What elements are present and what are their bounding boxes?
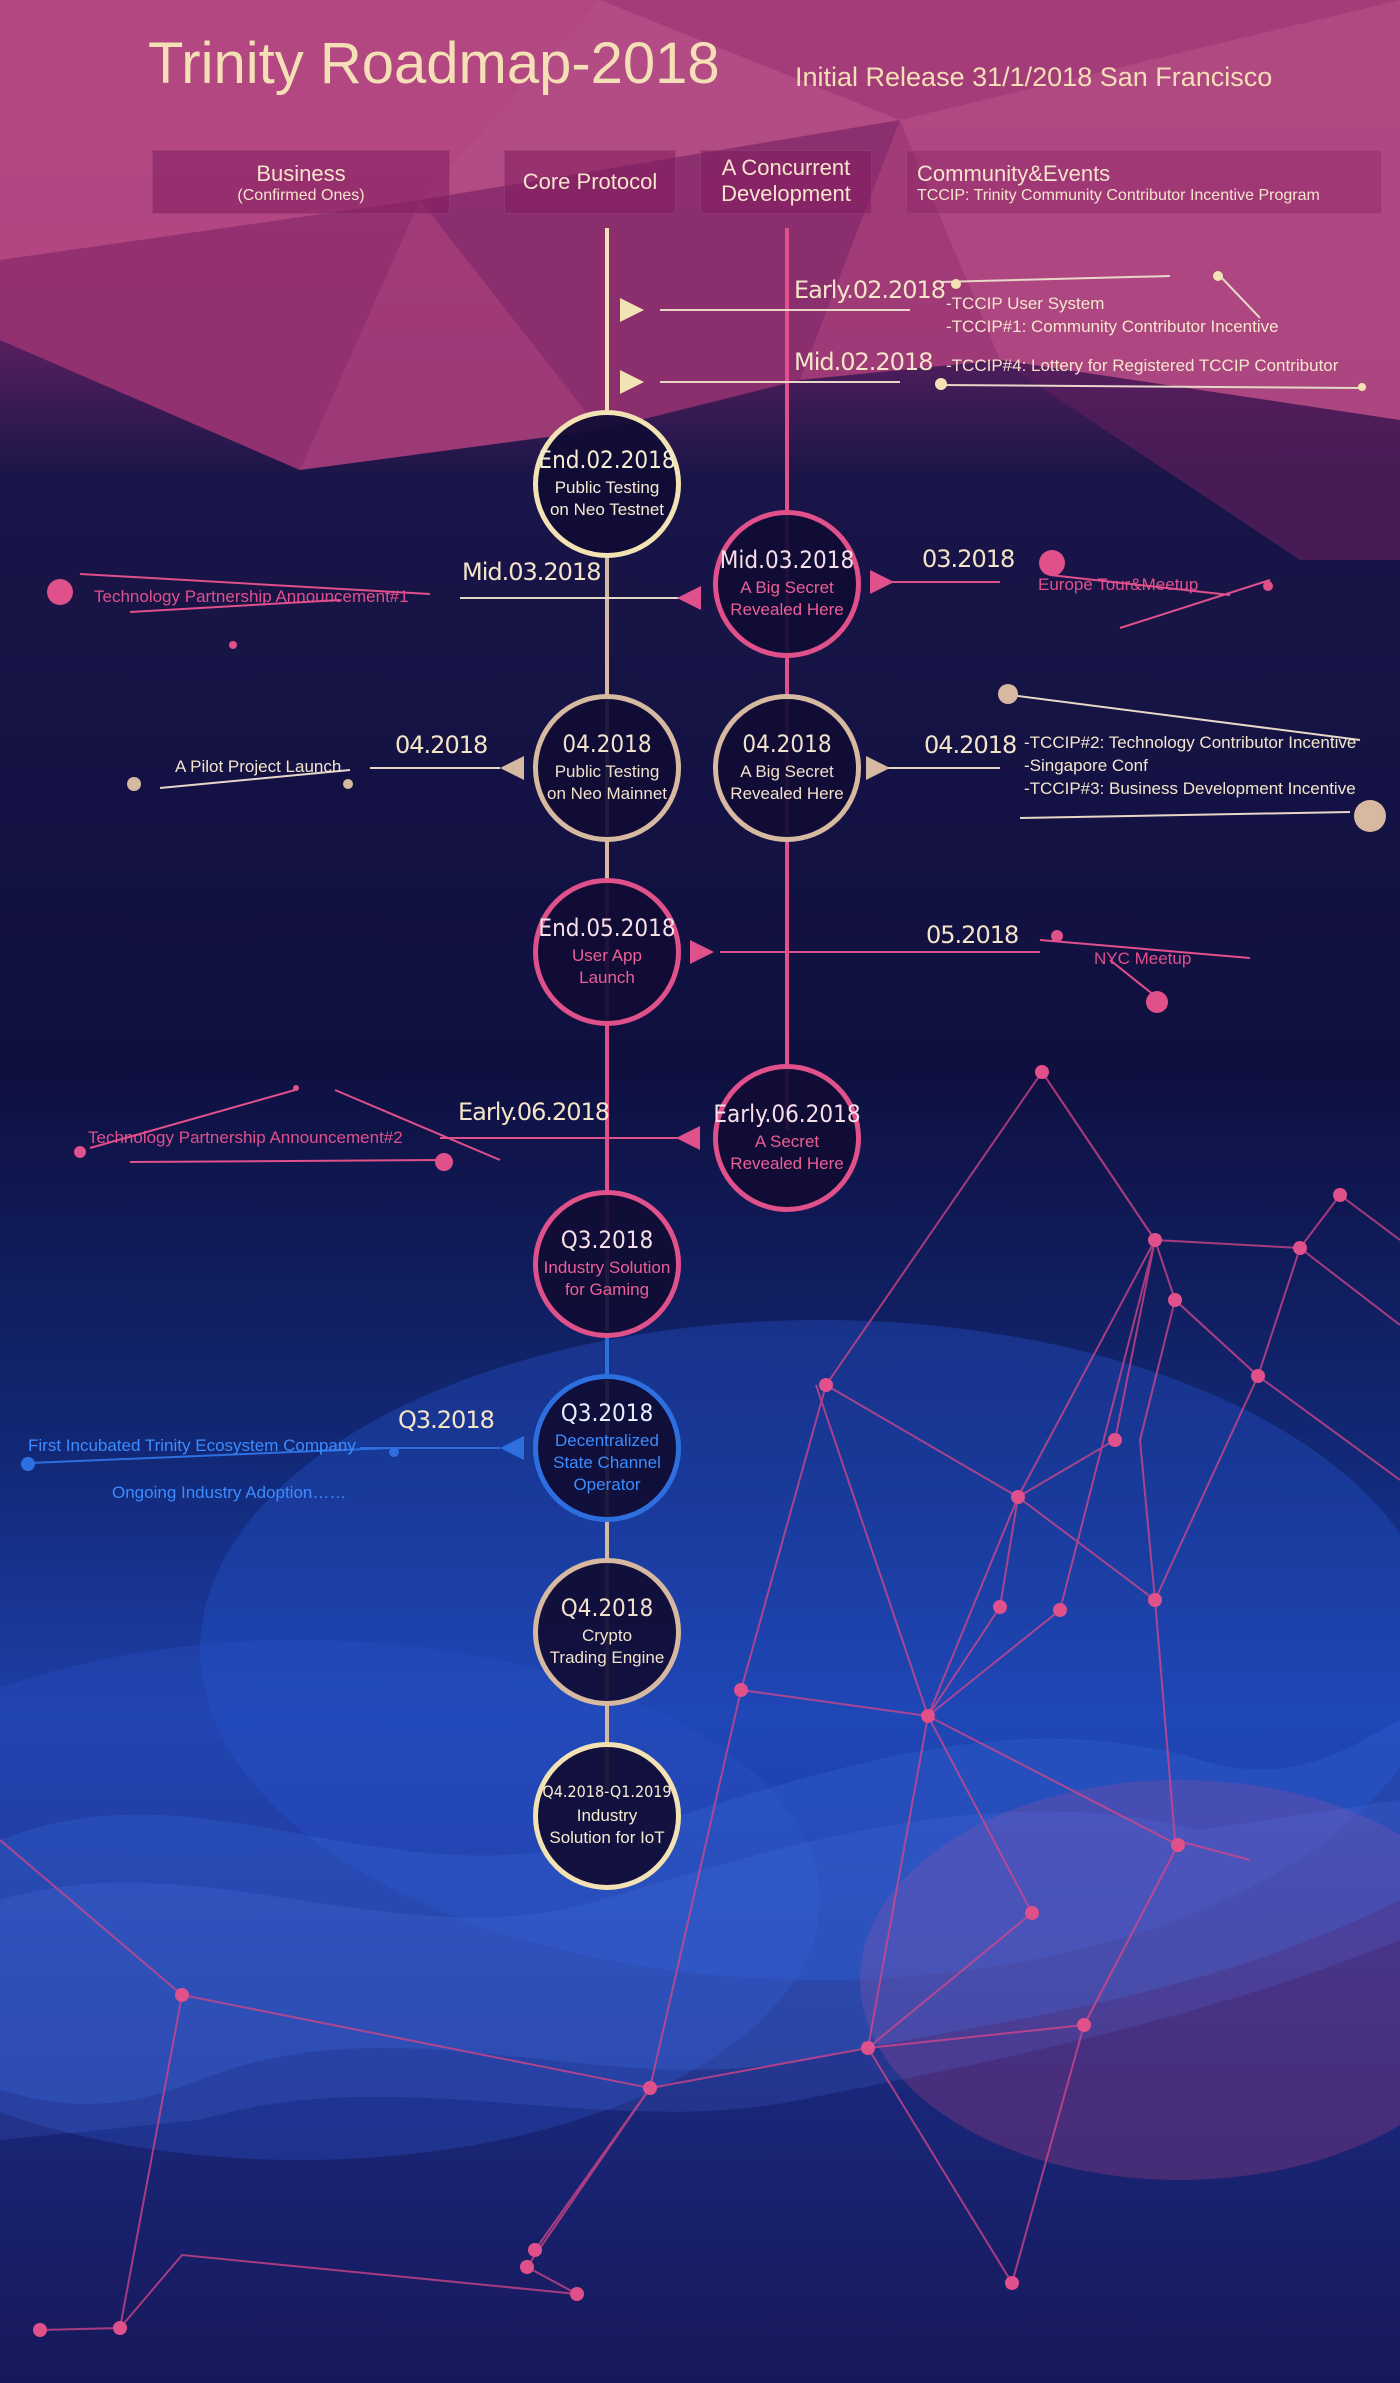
column-core: Core Protocol (504, 150, 676, 214)
event-tccip-user: -TCCIP User System (946, 294, 1105, 313)
date-label-early02: Early.02.2018 (794, 276, 946, 304)
date-label-mid03: Mid.03.2018 (462, 558, 601, 586)
concurrent-node-desc: A Secret Revealed Here (730, 1132, 844, 1174)
core-node-date: Q3.2018 (560, 1398, 654, 1427)
page-subtitle: Initial Release 31/1/2018 San Francisco (795, 62, 1273, 92)
concurrent-node-2: 04.2018 A Big Secret Revealed Here (713, 694, 861, 842)
column-community-label: Community&Events (917, 161, 1111, 186)
core-node-date: Q4.2018-Q1.2019 (542, 1782, 672, 1802)
core-node-date: 04.2018 (562, 729, 652, 758)
event-ongoing-adoption: Ongoing Industry Adoption…… (112, 1483, 347, 1502)
event-tccip2: -TCCIP#2: Technology Contributor Incenti… (1024, 733, 1357, 752)
core-node-desc: Public Testing on Neo Mainnet (546, 762, 668, 804)
core-node-6: Q4.2018 Crypto Trading Engine (533, 1558, 681, 1706)
event-europe-tour: Europe Tour&Meetup (1038, 575, 1199, 594)
event-nyc-meetup: NYC Meetup (1094, 949, 1192, 968)
core-node-3: End.05.2018 User App Launch (533, 878, 681, 1026)
column-concurrent-line2: Development (721, 181, 851, 206)
concurrent-node-desc: A Big Secret Revealed Here (730, 762, 844, 804)
core-node-1: End.02.2018 Public Testing on Neo Testnet (533, 410, 681, 558)
column-concurrent-line1: A Concurrent (721, 155, 851, 180)
concurrent-node-desc: A Big Secret Revealed Here (730, 578, 844, 620)
concurrent-node-date: 04.2018 (742, 729, 832, 758)
event-first-incubated: First Incubated Trinity Ecosystem Compan… (28, 1436, 356, 1455)
column-business-label: Business (256, 161, 346, 186)
concurrent-node-date: Early.06.2018 (713, 1099, 861, 1128)
core-node-2: 04.2018 Public Testing on Neo Mainnet (533, 694, 681, 842)
core-node-desc: Public Testing on Neo Testnet (549, 478, 665, 520)
event-tccip1: -TCCIP#1: Community Contributor Incentiv… (946, 317, 1279, 336)
date-label-03: 03.2018 (922, 545, 1015, 573)
page-title: Trinity Roadmap-2018 (148, 31, 720, 96)
event-tech-partner-1: Technology Partnership Announcement#1 (94, 587, 409, 606)
core-node-5: Q3.2018 Decentralized State Channel Operat… (533, 1374, 681, 1522)
concurrent-node-3: Early.06.2018 A Secret Revealed Here (713, 1064, 861, 1212)
column-concurrent: A Concurrent Development (700, 150, 872, 214)
event-tccip3: -TCCIP#3: Business Development Incentive (1024, 779, 1356, 798)
date-label-mid02: Mid.02.2018 (794, 348, 933, 376)
concurrent-node-date: Mid.03.2018 (719, 545, 855, 574)
events-feb-community: -TCCIP User System -TCCIP#1: Community C… (946, 292, 1279, 338)
column-core-label: Core Protocol (522, 169, 658, 194)
core-node-desc: Crypto Trading Engine (549, 1626, 665, 1668)
core-node-date: End.02.2018 (538, 445, 676, 474)
core-node-date: Q3.2018 (560, 1225, 654, 1254)
date-label-may: 05.2018 (926, 921, 1019, 949)
events-apr-community: -TCCIP#2: Technology Contributor Incenti… (1024, 731, 1356, 800)
column-business-sub: (Confirmed Ones) (237, 187, 365, 204)
date-label-q3: Q3.2018 (398, 1406, 495, 1434)
core-node-7: Q4.2018-Q1.2019 Industry Solution for IoT (533, 1742, 681, 1890)
core-node-desc: Industry Solution for IoT (549, 1805, 665, 1847)
column-community: Community&Events TCCIP: Trinity Communit… (906, 150, 1382, 214)
event-tech-partner-2: Technology Partnership Announcement#2 (88, 1128, 403, 1147)
date-label-apr-left: 04.2018 (395, 731, 488, 759)
column-community-sub: TCCIP: Trinity Community Contributor Inc… (917, 187, 1320, 204)
event-singapore: -Singapore Conf (1024, 756, 1148, 775)
concurrent-node-1: Mid.03.2018 A Big Secret Revealed Here (713, 510, 861, 658)
core-node-desc: Industry Solution for Gaming (543, 1258, 671, 1300)
column-business: Business (Confirmed Ones) (152, 150, 450, 214)
core-node-desc: User App Launch (572, 946, 642, 988)
event-pilot-project: A Pilot Project Launch (175, 757, 342, 776)
core-node-date: Q4.2018 (560, 1593, 654, 1622)
date-label-early06: Early.06.2018 (458, 1098, 610, 1126)
core-node-date: End.05.2018 (538, 913, 676, 942)
core-node-desc: Decentralized State Channel Operator (553, 1431, 661, 1495)
date-label-apr-right: 04.2018 (924, 731, 1017, 759)
event-tccip4: -TCCIP#4: Lottery for Registered TCCIP C… (946, 356, 1339, 375)
core-node-4: Q3.2018 Industry Solution for Gaming (533, 1190, 681, 1338)
